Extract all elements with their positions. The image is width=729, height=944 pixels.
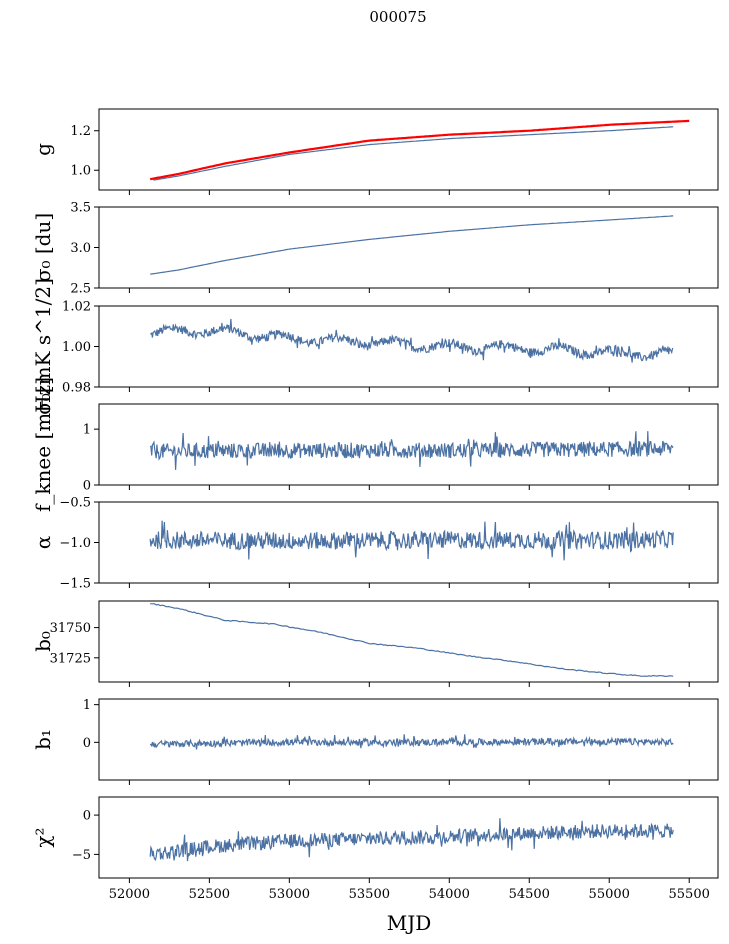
y-tick-label: 1 (83, 698, 91, 713)
y-tick-label: 0 (83, 809, 91, 824)
x-tick-label: 52000 (109, 887, 150, 902)
figure-title: 000075 (369, 8, 426, 26)
y-tick-label: 1.00 (62, 340, 91, 355)
y-axis-label-sigma0_du: σ₀ [du] (31, 213, 55, 282)
y-tick-label: 2.5 (70, 282, 91, 297)
panel-fknee: 0 1 f_knee [mHz] (31, 377, 719, 512)
series-line-chi2-blue (149, 818, 674, 862)
y-tick-label: 1.0 (70, 164, 91, 179)
x-axis-label: MJD (387, 911, 432, 935)
y-tick-label: 0.98 (62, 381, 91, 396)
panel-frame-b1 (98, 698, 719, 781)
y-tick-label: 31750 (50, 621, 91, 636)
panel-frame-chi2 (98, 796, 719, 879)
series-line-fknee-blue (149, 431, 674, 470)
series-line-b1-blue (149, 734, 674, 750)
series-line-sigma0_du-blue (150, 215, 674, 275)
x-tick-label: 53000 (269, 887, 310, 902)
y-axis-label-sigma0_mK: σ₀[mK s^1/2] (31, 278, 55, 415)
y-axis-label-b0: b₀ (31, 631, 55, 652)
panel-frame-g (98, 108, 719, 191)
x-tick-label: 55000 (589, 887, 630, 902)
x-tick-label: 54000 (429, 887, 470, 902)
series-line-g-blue (153, 126, 674, 181)
y-tick-label: 0 (83, 736, 91, 751)
panel-frame-fknee (98, 403, 719, 486)
panel-alpha: −1.5 −1.0 −0.5 α (31, 496, 719, 592)
y-axis-label-b1: b₁ (31, 729, 55, 750)
panel-chi2: −5 0 52000 52500 53000 53500 54000 54500 55000 55… (31, 796, 719, 902)
y-tick-label: −0.5 (59, 496, 91, 511)
y-tick-label: 1 (83, 423, 91, 438)
panel-b1: 0 1 b₁ (31, 698, 719, 785)
series-line-b0-blue (150, 603, 674, 678)
y-axis-label-g: g (31, 143, 55, 156)
y-tick-label: 1.2 (70, 124, 91, 139)
y-axis-label-chi2: χ² (31, 827, 55, 847)
x-tick-label: 53500 (349, 887, 390, 902)
panel-sigma0_mK: 0.98 1.00 1.02 σ₀[mK s^1/2] (31, 278, 719, 415)
panel-frame-b0 (98, 600, 719, 683)
y-tick-label: 0 (83, 479, 91, 494)
x-tick-label: 52500 (189, 887, 230, 902)
panel-frame-sigma0_mK (98, 305, 719, 388)
x-tick-label: 55500 (669, 887, 710, 902)
series-line-sigma0_mK-blue (150, 318, 674, 363)
y-tick-label: −5 (72, 848, 91, 863)
panels: 1.0 1.2 g 2.5 3.0 3.5 σ₀ [du] 0.98 1.00 1.02 σ₀[mK… (31, 108, 719, 902)
y-tick-label: −1.5 (59, 577, 91, 592)
y-tick-label: 3.5 (70, 201, 91, 216)
x-tick-label: 54500 (509, 887, 550, 902)
y-tick-label: 1.02 (62, 300, 91, 315)
panel-sigma0_du: 2.5 3.0 3.5 σ₀ [du] (31, 201, 719, 297)
y-tick-label: 3.0 (70, 241, 91, 256)
y-axis-label-fknee: f_knee [mHz] (31, 377, 55, 512)
y-axis-label-alpha: α (31, 536, 55, 550)
y-tick-label: −1.0 (59, 536, 91, 551)
panel-g: 1.0 1.2 g (31, 108, 719, 195)
series-line-g-red (150, 119, 690, 181)
series-line-alpha-blue (149, 520, 674, 561)
y-tick-label: 31725 (50, 651, 91, 666)
